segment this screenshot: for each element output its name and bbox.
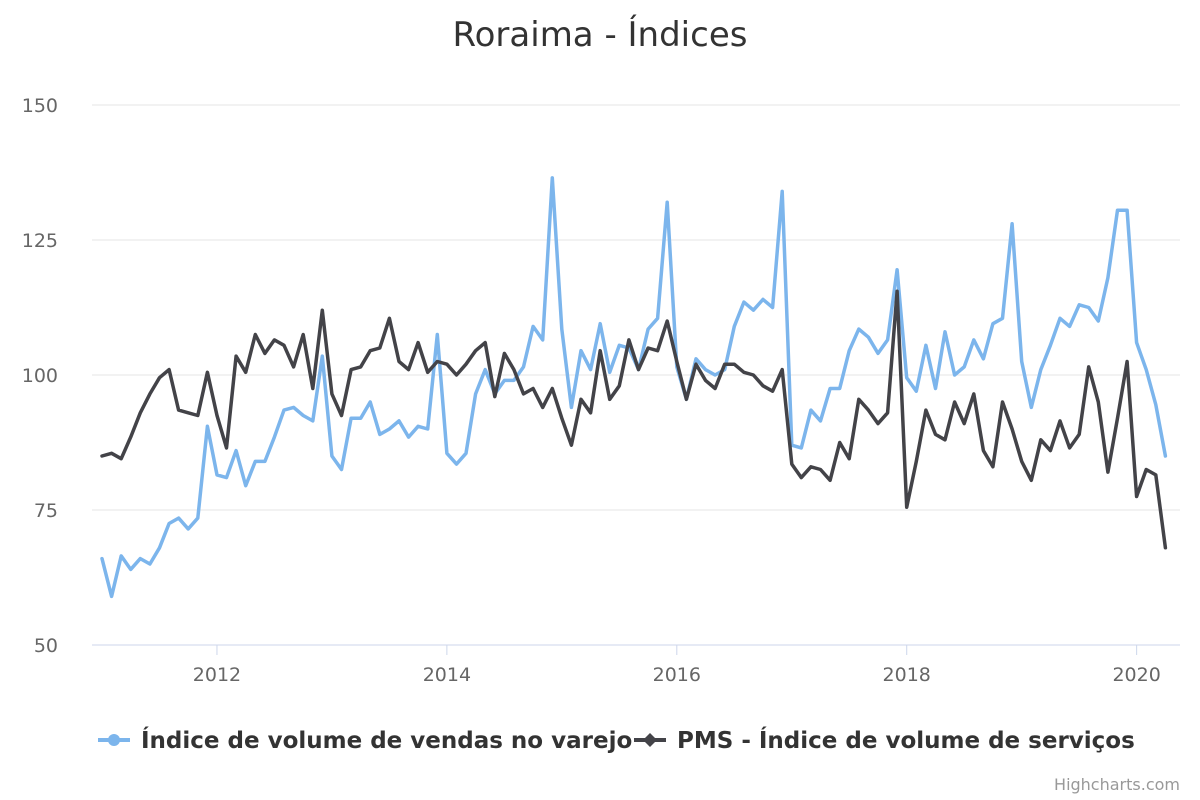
y-axis: 50 75 100 125 150: [22, 95, 58, 657]
legend[interactable]: Índice de volume de vendas no varejo PMS…: [98, 726, 1135, 754]
x-tick-label: 2020: [1112, 664, 1160, 686]
chart-title: Roraima - Índices: [453, 14, 748, 55]
grid: [92, 104, 1180, 511]
series-line-servicos[interactable]: [100, 289, 1168, 550]
legend-item-vendas[interactable]: Índice de volume de vendas no varejo: [98, 726, 632, 754]
x-tick-label: 2016: [653, 664, 701, 686]
y-tick-label: 100: [22, 365, 58, 387]
x-tick-label: 2012: [193, 664, 241, 686]
y-tick-label: 75: [34, 500, 58, 522]
circle-marker-icon: [108, 734, 120, 746]
x-axis: 2012 2014 2016 2018 2020: [193, 645, 1161, 686]
x-tick-label: 2014: [423, 664, 471, 686]
legend-label-servicos: PMS - Índice de volume de serviços: [677, 726, 1135, 754]
legend-label-vendas: Índice de volume de vendas no varejo: [141, 726, 632, 754]
legend-item-servicos[interactable]: PMS - Índice de volume de serviços: [634, 726, 1135, 754]
x-tick-label: 2018: [883, 664, 931, 686]
y-tick-label: 150: [22, 95, 58, 117]
diamond-marker-icon: [643, 733, 657, 747]
credits-link[interactable]: Highcharts.com: [1054, 775, 1180, 794]
y-tick-label: 125: [22, 230, 58, 252]
plot-area: [100, 176, 1168, 599]
y-tick-label: 50: [34, 635, 58, 657]
